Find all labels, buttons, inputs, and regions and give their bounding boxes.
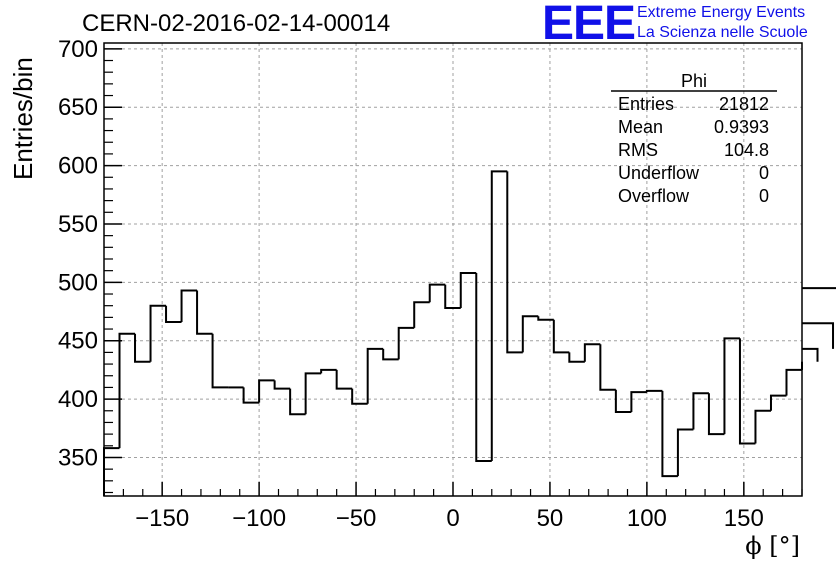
histogram-bin (304, 372, 322, 415)
histogram-bin (552, 319, 570, 354)
histogram-bin (769, 394, 787, 411)
stats-row-label: Underflow (618, 163, 700, 183)
histogram-bin (289, 388, 306, 416)
histogram-bin (444, 284, 461, 310)
stats-row-value: 0.9393 (714, 117, 769, 137)
brand-line-2: La Scienza nelle Scuole (637, 24, 808, 41)
histogram (103, 170, 836, 496)
histogram-bin (320, 368, 337, 374)
histogram-bin (568, 352, 585, 363)
y-tick-label: 650 (58, 94, 98, 121)
stats-row-label: Entries (618, 94, 674, 114)
histogram-bin (630, 391, 647, 412)
histogram-bin (506, 171, 523, 354)
stats-row-label: RMS (618, 140, 658, 160)
histogram-bin (723, 337, 740, 435)
histogram-bin (785, 368, 802, 396)
chart-title: CERN-02-2016-02-14-00014 (82, 10, 391, 37)
histogram-bin (661, 390, 678, 478)
histogram-bin (537, 316, 554, 321)
y-tick-label: 450 (58, 328, 98, 355)
stats-row-value: 0 (759, 163, 769, 183)
histogram-bin (802, 347, 819, 362)
y-tick-label: 700 (58, 36, 98, 63)
histogram-bin (258, 379, 275, 403)
histogram-bin (413, 301, 430, 328)
histogram-bin (707, 393, 725, 436)
x-tick-label: −100 (232, 505, 286, 532)
histogram-bin (165, 305, 182, 324)
histogram-bin (211, 333, 229, 389)
stats-row-label: Mean (618, 117, 663, 137)
x-tick-label: 150 (724, 505, 764, 532)
histogram-bin (180, 289, 198, 323)
histogram-bin (676, 428, 694, 477)
stats-row-value: 0 (759, 186, 769, 206)
histogram-bin (459, 272, 477, 309)
histogram-bin (754, 409, 771, 444)
stats-row-label: Overflow (618, 186, 690, 206)
histogram-bin (382, 348, 399, 361)
histogram-bin (273, 380, 291, 390)
y-axis-label: Entries/bin (8, 57, 38, 180)
histogram-bin (583, 343, 601, 362)
histogram-bin (351, 388, 368, 405)
histogram-bin (118, 332, 136, 449)
brand-text: Extreme Energy Events La Scienza nelle S… (637, 3, 808, 43)
histogram-bin (103, 447, 120, 496)
histogram-bin (196, 290, 213, 335)
x-tick-label: 100 (627, 505, 667, 532)
histogram-bin (802, 322, 835, 349)
histogram-bin (599, 344, 616, 391)
histogram-bin (149, 304, 167, 362)
x-axis-label: ϕ [°] (745, 532, 800, 560)
y-tick-label: 500 (58, 269, 98, 296)
histogram-bin (428, 283, 446, 303)
stats-name: Phi (681, 71, 707, 91)
histogram-bin (802, 287, 836, 290)
stats-box: Phi Entries 21812 Mean 0.9393 RMS 104.8 Underf… (611, 71, 777, 206)
y-tick-label: 600 (58, 153, 98, 180)
x-tick-label: 0 (446, 505, 459, 532)
histogram-bin (242, 387, 260, 404)
y-tick-label: 350 (58, 444, 98, 471)
histogram-bin (366, 347, 384, 404)
eee-logo: EEE (542, 0, 636, 50)
grid-lines (104, 43, 802, 496)
histogram-bin (475, 273, 492, 462)
y-tick-label: 550 (58, 211, 98, 238)
x-tick-label: −50 (336, 505, 377, 532)
histogram-bin (397, 326, 415, 360)
stats-row-value: 21812 (719, 94, 769, 114)
stats-row-value: 104.8 (724, 140, 769, 160)
histogram-bin (614, 389, 632, 413)
histogram-bin (645, 389, 663, 393)
histogram-bin (692, 392, 709, 430)
axes: −150 −100 −50 0 50 100 150 350 400 450 500 550 600 65… (58, 36, 803, 532)
histogram-bin (490, 170, 508, 461)
brand-line-1: Extreme Energy Events (637, 4, 806, 21)
histogram-bin (134, 333, 151, 363)
histogram-bin (521, 315, 539, 353)
y-tick-label: 400 (58, 386, 98, 413)
x-tick-label: −150 (135, 505, 189, 532)
histogram-bin (335, 369, 353, 390)
histogram-bin (738, 338, 756, 445)
x-tick-label: 50 (537, 505, 564, 532)
